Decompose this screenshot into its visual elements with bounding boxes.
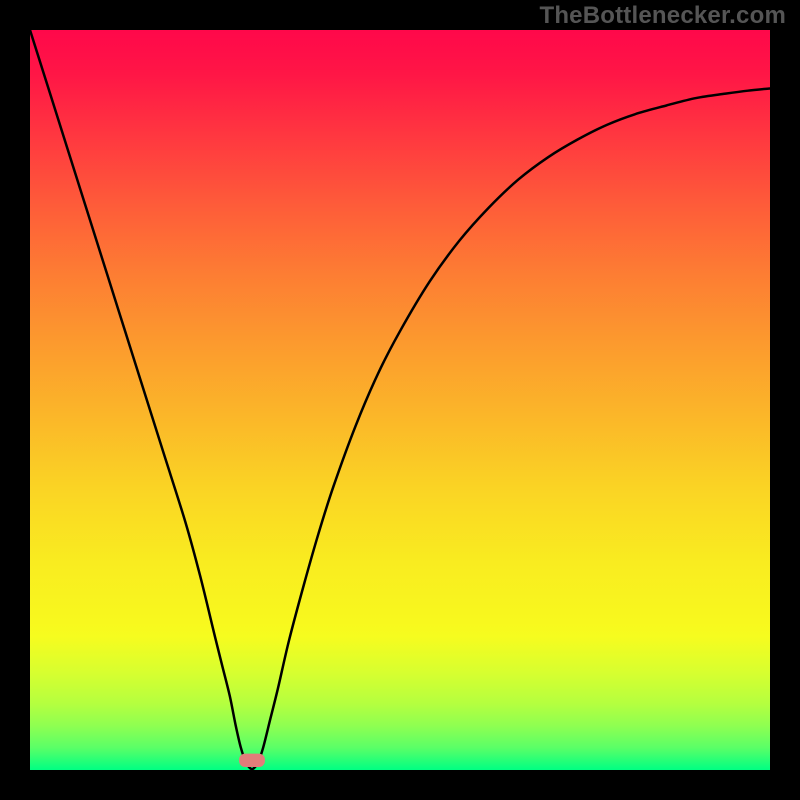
chart-frame: { "chart": { "type": "line", "width_px":…: [0, 0, 800, 800]
watermark-text: TheBottlenecker.com: [539, 2, 786, 30]
plot-background: [30, 30, 770, 770]
optimum-marker: [239, 754, 265, 767]
bottleneck-chart: [0, 0, 800, 800]
